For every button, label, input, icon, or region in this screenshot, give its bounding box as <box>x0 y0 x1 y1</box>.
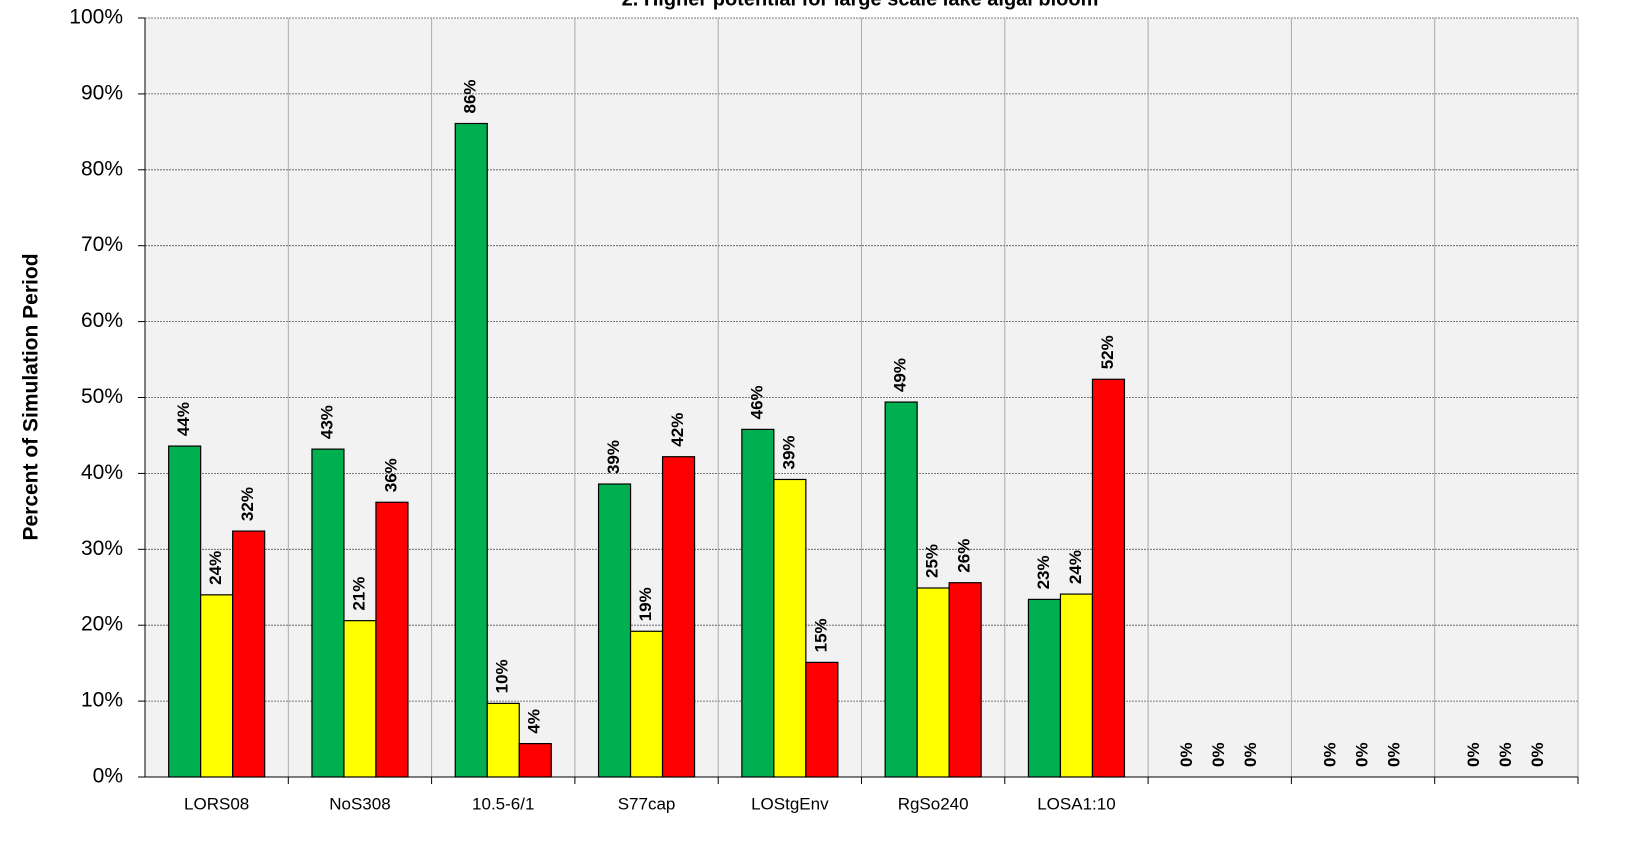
data-label: 52% <box>1098 335 1117 369</box>
bar <box>200 594 234 778</box>
y-tick-label: 50% <box>81 385 123 408</box>
data-label: 44% <box>174 402 193 436</box>
x-tick-label: 10.5-6/1 <box>472 794 534 813</box>
data-label: 24% <box>1066 550 1085 584</box>
y-tick-label: 40% <box>81 461 123 484</box>
bar <box>741 428 775 778</box>
bar <box>375 501 409 778</box>
chart-title: 2. Higher potential for large scale lake… <box>622 0 1099 10</box>
data-label: 39% <box>604 440 623 474</box>
data-label: 43% <box>317 405 336 439</box>
data-label: 26% <box>955 539 974 573</box>
data-label: 0% <box>1209 742 1228 767</box>
data-label: 0% <box>1496 742 1515 767</box>
bar <box>1059 593 1094 778</box>
bar <box>311 448 345 778</box>
bar <box>661 456 696 778</box>
data-label: 32% <box>238 487 257 521</box>
bar <box>1091 378 1126 778</box>
data-label: 42% <box>668 413 687 447</box>
x-tick-label: S77cap <box>618 794 676 813</box>
data-label: 39% <box>779 435 798 469</box>
y-tick-label: 80% <box>81 157 123 180</box>
bar <box>232 530 266 778</box>
bar <box>629 630 664 778</box>
data-label: 21% <box>349 577 368 611</box>
data-label: 10% <box>493 659 512 693</box>
data-label: 0% <box>1385 742 1404 767</box>
x-tick-label: LOStgEnv <box>751 794 829 813</box>
data-label: 0% <box>1241 742 1260 767</box>
data-label: 19% <box>636 587 655 621</box>
data-label: 49% <box>891 358 910 392</box>
bar <box>454 122 488 778</box>
data-label: 0% <box>1353 742 1372 767</box>
x-tick-label: LOSA1:10 <box>1037 794 1115 813</box>
bar <box>168 445 202 778</box>
bar <box>916 587 950 778</box>
y-tick-label: 90% <box>81 81 123 104</box>
bar <box>518 743 552 778</box>
bar <box>597 483 632 778</box>
bar <box>884 401 918 778</box>
data-label: 86% <box>461 79 480 113</box>
y-tick-label: 10% <box>81 689 123 712</box>
bar <box>343 620 377 778</box>
y-axis-label: Percent of Simulation Period <box>20 253 43 540</box>
x-tick-label: NoS308 <box>329 794 390 813</box>
data-label: 15% <box>811 618 830 652</box>
y-tick-label: 100% <box>69 6 123 29</box>
y-tick-label: 20% <box>81 613 123 636</box>
bar <box>948 582 982 778</box>
bar <box>773 478 807 778</box>
bar <box>486 702 520 778</box>
y-tick-label: 0% <box>93 765 123 788</box>
data-label: 23% <box>1034 555 1053 589</box>
data-label: 0% <box>1177 742 1196 767</box>
bar <box>1027 598 1062 778</box>
data-label: 0% <box>1321 742 1340 767</box>
y-tick-label: 30% <box>81 537 123 560</box>
data-label: 25% <box>923 544 942 578</box>
x-tick-label: RgSo240 <box>898 794 969 813</box>
y-tick-label: 60% <box>81 309 123 332</box>
data-label: 4% <box>525 709 544 734</box>
data-label: 36% <box>381 458 400 492</box>
data-label: 24% <box>206 551 225 585</box>
data-label: 46% <box>747 385 766 419</box>
x-tick-label: LORS08 <box>184 794 249 813</box>
data-label: 0% <box>1464 742 1483 767</box>
y-tick-label: 70% <box>81 233 123 256</box>
data-label: 0% <box>1528 742 1547 767</box>
bar <box>805 661 839 778</box>
